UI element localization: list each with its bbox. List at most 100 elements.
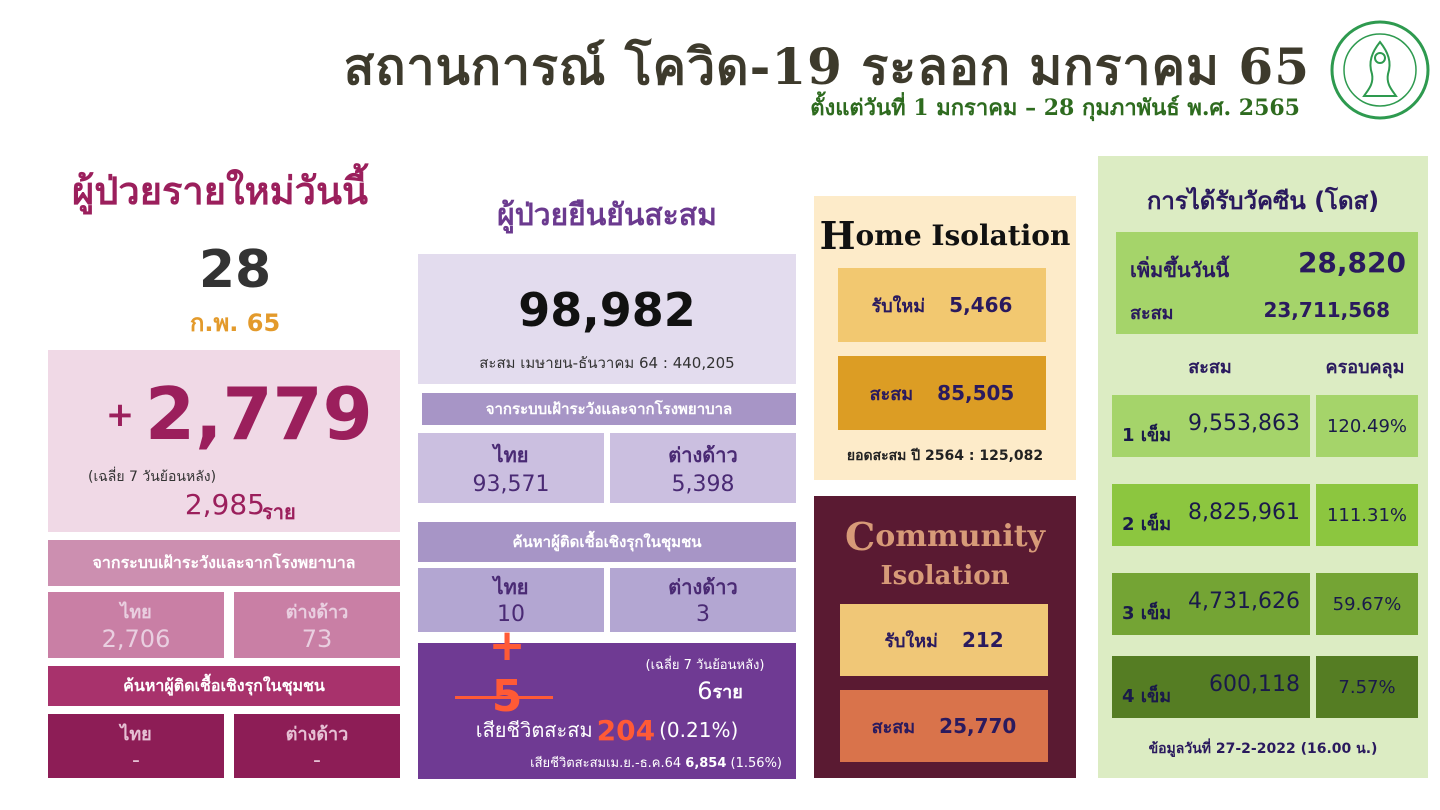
vaccine-title: การได้รับวัคซีน (โดส) xyxy=(1146,186,1380,215)
new-surveillance-label: จากระบบเฝ้าระวังและจากโรงพยาบาล xyxy=(48,540,400,586)
community-isolation-cum-value: 25,770 xyxy=(939,714,1017,738)
community-isolation-new-card: รับใหม่ 212 xyxy=(840,604,1048,676)
community-isolation-title-cap: C xyxy=(844,513,876,559)
deaths-cum-value: 204 xyxy=(596,713,656,747)
new-cases-count: 2,779 xyxy=(145,372,373,456)
new-thai-label: ไทย xyxy=(120,601,152,623)
dose-3-coverage-card: 59.67% xyxy=(1316,573,1418,635)
dose-4-coverage: 7.57% xyxy=(1338,676,1396,698)
vaccine-today-value: 28,820 xyxy=(1297,246,1406,279)
home-isolation-new-card: รับใหม่ 5,466 xyxy=(838,268,1046,342)
home-isolation-title-cap: H xyxy=(819,212,856,258)
new-foreign-label: ต่างด้าว xyxy=(285,601,349,623)
dose-4-coverage-card: 7.57% xyxy=(1316,656,1418,718)
new-thai-card: ไทย 2,706 xyxy=(48,592,224,658)
deaths-prev-pct: (1.56%) xyxy=(730,756,782,771)
community-isolation-title-line2: Isolation xyxy=(880,561,1010,591)
vaccine-summary-card xyxy=(1116,232,1418,334)
deaths-panel xyxy=(418,643,796,779)
confirmed-foreign-value: 5,398 xyxy=(671,471,735,497)
confirmed-thai-value: 93,571 xyxy=(472,471,550,497)
dose-2-coverage-card: 111.31% xyxy=(1316,484,1418,546)
new-active-thai-label: ไทย xyxy=(120,723,152,745)
confirmed-panel xyxy=(418,254,796,384)
confirmed-active-foreign-value: 3 xyxy=(696,601,710,627)
new-active-foreign-label: ต่างด้าว xyxy=(285,723,349,745)
deaths-new: + 5 xyxy=(488,620,526,722)
home-isolation-new-label: รับใหม่ xyxy=(871,295,926,317)
deaths-avg-label: (เฉลี่ย 7 วันย้อนหลัง) xyxy=(645,657,765,673)
confirmed-total: 98,982 xyxy=(518,283,696,337)
deaths-avg: 6 ราย xyxy=(680,676,760,706)
confirmed-active-thai-label: ไทย xyxy=(493,575,529,599)
dose-2-value: 8,825,961 xyxy=(1188,500,1300,525)
vaccine-update-date: ข้อมูลวันที่ 27-2-2022 (16.00 น.) xyxy=(1148,741,1378,757)
deaths-previous: เสียชีวิตสะสมเม.ย.-ธ.ค.64 6,854 (1.56%) xyxy=(430,752,796,776)
community-isolation-title-rest: ommunity xyxy=(875,518,1046,554)
confirmed-foreign-label: ต่างด้าว xyxy=(668,443,738,467)
home-isolation-cum-value: 85,505 xyxy=(937,381,1015,405)
home-isolation-new-value: 5,466 xyxy=(949,293,1013,317)
deaths-underline xyxy=(455,696,553,699)
dose-2-card: 2 เข็ม 8,825,961 xyxy=(1112,484,1310,546)
deaths-cum-label: เสียชีวิตสะสม xyxy=(475,718,593,742)
vaccine-cum-label: สะสม xyxy=(1130,303,1174,324)
dose-3-coverage: 59.67% xyxy=(1332,593,1402,615)
confirmed-active-foreign-label: ต่างด้าว xyxy=(668,575,738,599)
community-isolation-cum-card: สะสม 25,770 xyxy=(840,690,1048,762)
new-active-thai-card: ไทย - xyxy=(48,714,224,778)
home-isolation-cum-label: สะสม xyxy=(869,383,914,405)
page-title: สถานการณ์ โควิด-19 ระลอก มกราคม 65 xyxy=(343,37,1310,96)
confirmed-title: ผู้ป่วยยืนยันสะสม xyxy=(497,197,717,233)
dose-1-label: 1 เข็ม xyxy=(1122,425,1172,446)
deaths-prev-value: 6,854 xyxy=(685,756,727,771)
dose-3-label: 3 เข็ม xyxy=(1122,603,1172,624)
home-isolation-title-rest: ome Isolation xyxy=(855,218,1071,252)
deaths-avg-value: 6 xyxy=(697,677,713,705)
new-thai-value: 2,706 xyxy=(101,625,171,653)
new-active-search-label: ค้นหาผู้ติดเชื้อเชิงรุกในชุมชน xyxy=(48,666,400,706)
confirmed-active-foreign-card: ต่างด้าว 3 xyxy=(610,568,796,632)
confirmed-active-search-label: ค้นหาผู้ติดเชื้อเชิงรุกในชุมชน xyxy=(418,522,796,562)
deaths-cumulative: เสียชีวิตสะสม 204 (0.21%) xyxy=(418,712,796,748)
new-cases-title: ผู้ป่วยรายใหม่วันนี้ xyxy=(72,167,368,213)
home-isolation-previous: ยอดสะสม ปี 2564 : 125,082 xyxy=(846,448,1044,464)
confirmed-active-thai-value: 10 xyxy=(497,601,525,627)
confirmed-surveillance-label: จากระบบเฝ้าระวังและจากโรงพยาบาล xyxy=(422,393,796,425)
confirmed-thai-card: ไทย 93,571 xyxy=(418,433,604,503)
vaccine-cum-value: 23,711,568 xyxy=(1263,298,1390,322)
home-isolation-cum-card: สะสม 85,505 xyxy=(838,356,1046,430)
bangkok-seal-logo xyxy=(1330,20,1430,120)
new-foreign-value: 73 xyxy=(301,625,333,653)
dose-4-label: 4 เข็ม xyxy=(1122,686,1172,707)
confirmed-active-thai-card: ไทย 10 xyxy=(418,568,604,632)
report-day: 28 xyxy=(198,240,272,300)
deaths-cum-pct: (0.21%) xyxy=(659,718,739,742)
new-cases-avg-label: (เฉลี่ย 7 วันย้อนหลัง) xyxy=(88,469,217,485)
new-active-foreign-value: - xyxy=(313,747,321,773)
dose-1-card: 1 เข็ม 9,553,863 xyxy=(1112,395,1310,457)
dose-1-coverage-card: 120.49% xyxy=(1316,395,1418,457)
new-foreign-card: ต่างด้าว 73 xyxy=(234,592,400,658)
dose-4-value: 600,118 xyxy=(1209,672,1300,697)
vaccine-col-cumulative: สะสม xyxy=(1188,356,1232,378)
community-isolation-new-label: รับใหม่ xyxy=(884,630,938,652)
deaths-avg-unit: ราย xyxy=(712,681,743,703)
confirmed-thai-label: ไทย xyxy=(493,443,529,467)
deaths-prev-label: เสียชีวิตสะสมเม.ย.-ธ.ค.64 xyxy=(530,756,682,771)
dose-1-value: 9,553,863 xyxy=(1188,411,1300,436)
new-cases-plus-sign: + xyxy=(105,395,135,435)
confirmed-previous-total: สะสม เมษายน-ธันวาคม 64 : 440,205 xyxy=(479,354,735,372)
new-active-thai-value: - xyxy=(132,747,140,773)
new-cases-avg-value: 2,985 xyxy=(184,488,265,521)
dose-3-value: 4,731,626 xyxy=(1188,589,1300,614)
vaccine-today-label: เพิ่มขึ้นวันนี้ xyxy=(1130,258,1230,282)
dose-3-card: 3 เข็ม 4,731,626 xyxy=(1112,573,1310,635)
dose-2-coverage: 111.31% xyxy=(1326,504,1408,526)
new-cases-panel xyxy=(48,350,400,532)
community-isolation-cum-label: สะสม xyxy=(871,716,916,738)
new-active-foreign-card: ต่างด้าว - xyxy=(234,714,400,778)
vaccine-col-coverage: ครอบคลุม xyxy=(1325,356,1405,378)
